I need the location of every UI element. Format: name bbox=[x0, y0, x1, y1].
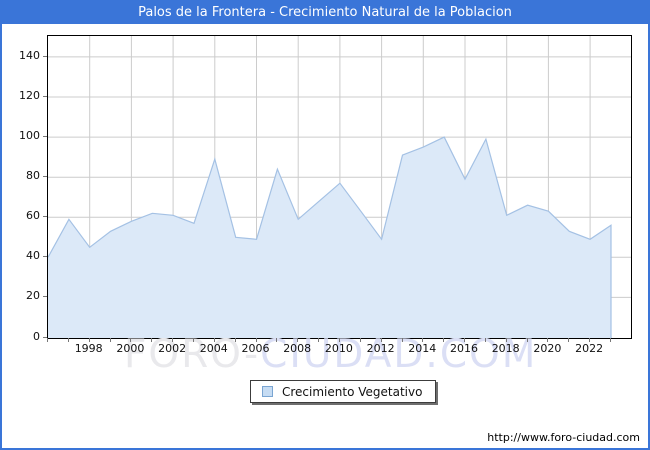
y-axis-tick bbox=[43, 296, 47, 298]
y-axis-tick bbox=[43, 176, 47, 178]
area-outline bbox=[48, 136, 612, 338]
x-axis-label: 2004 bbox=[199, 342, 228, 355]
watermark-part2: CIUDAD.COM bbox=[260, 332, 538, 377]
x-axis-tick bbox=[213, 338, 215, 342]
watermark: FORO-CIUDAD.COM bbox=[124, 332, 537, 377]
x-axis-tick bbox=[526, 338, 528, 342]
y-axis-tick bbox=[43, 55, 47, 57]
y-axis-tick bbox=[43, 336, 47, 338]
x-axis-label: 2006 bbox=[241, 342, 270, 355]
x-axis-tick bbox=[151, 338, 153, 342]
area-chart bbox=[48, 36, 631, 338]
x-axis-tick bbox=[297, 338, 299, 342]
y-axis-label: 40 bbox=[26, 249, 40, 263]
x-axis-tick bbox=[380, 338, 382, 342]
x-axis-tick bbox=[505, 338, 507, 342]
x-axis-tick bbox=[610, 338, 611, 342]
x-axis-label: 2002 bbox=[158, 342, 187, 355]
x-axis-label: 2000 bbox=[116, 342, 145, 355]
y-axis-label: 20 bbox=[26, 289, 40, 303]
x-axis-tick bbox=[318, 338, 320, 342]
x-axis-tick bbox=[443, 338, 445, 342]
x-axis-tick bbox=[109, 338, 111, 342]
x-axis-tick bbox=[234, 338, 236, 342]
y-axis-label: 140 bbox=[19, 48, 40, 62]
x-axis-tick bbox=[547, 338, 549, 342]
x-axis-tick bbox=[401, 338, 403, 342]
legend-label: Crecimiento Vegetativo bbox=[282, 384, 423, 399]
x-axis-label: 2020 bbox=[533, 342, 562, 355]
y-axis-label: 120 bbox=[19, 89, 40, 102]
x-axis-tick bbox=[172, 338, 174, 342]
x-axis-label: 2012 bbox=[366, 342, 395, 355]
x-axis-tick bbox=[193, 338, 194, 342]
x-axis-label: 2016 bbox=[450, 342, 478, 355]
x-axis-label: 2014 bbox=[408, 342, 437, 355]
x-axis-tick bbox=[422, 338, 424, 342]
x-axis-label: 2022 bbox=[575, 342, 604, 355]
x-axis-tick bbox=[568, 338, 570, 342]
x-axis-tick bbox=[67, 338, 69, 342]
x-axis-tick bbox=[255, 338, 257, 342]
x-axis-tick bbox=[359, 338, 361, 342]
y-axis-label: 100 bbox=[19, 129, 40, 143]
footer-url-link[interactable]: http://www.foro-ciudad.com bbox=[487, 431, 640, 444]
x-axis-label: 2008 bbox=[283, 342, 312, 355]
x-axis-label: 2018 bbox=[491, 342, 520, 355]
x-axis-tick bbox=[338, 338, 340, 342]
area-fill bbox=[48, 137, 611, 338]
x-axis-tick bbox=[464, 338, 465, 342]
y-axis-tick bbox=[43, 216, 47, 218]
y-axis-label: 80 bbox=[26, 169, 40, 183]
x-axis-tick bbox=[130, 338, 132, 342]
y-axis-tick bbox=[43, 96, 47, 97]
legend-swatch-icon bbox=[262, 386, 273, 397]
plot-area bbox=[47, 35, 632, 339]
x-axis-tick bbox=[88, 338, 90, 342]
x-axis-tick bbox=[484, 338, 486, 342]
x-axis-label: 2010 bbox=[324, 342, 353, 355]
y-axis-tick bbox=[43, 256, 47, 258]
y-axis-label: 0 bbox=[33, 329, 40, 343]
chart-title: Palos de la Frontera - Crecimiento Natur… bbox=[138, 5, 512, 20]
x-axis-tick bbox=[589, 338, 591, 342]
x-axis-label: 1998 bbox=[74, 342, 103, 355]
x-axis-tick bbox=[47, 338, 48, 342]
watermark-part1: FORO- bbox=[124, 332, 261, 377]
y-axis-tick bbox=[43, 136, 47, 138]
legend-box: Crecimiento Vegetativo bbox=[250, 380, 437, 403]
chart-title-bar: Palos de la Frontera - Crecimiento Natur… bbox=[2, 2, 648, 24]
x-axis-tick bbox=[276, 338, 278, 342]
y-axis-label: 60 bbox=[26, 209, 40, 223]
